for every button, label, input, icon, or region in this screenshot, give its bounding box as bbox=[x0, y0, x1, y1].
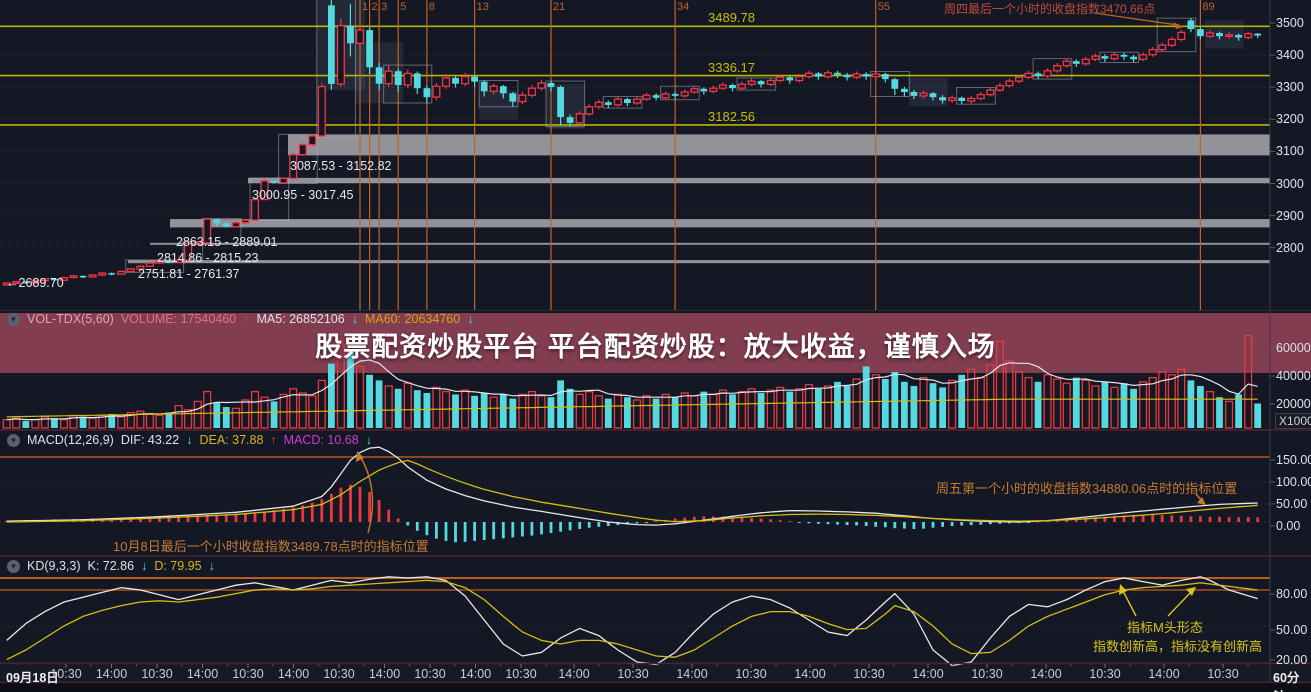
time-axis-date: 09月18日 bbox=[6, 671, 59, 685]
time-axis-label: 14:00 bbox=[368, 667, 401, 681]
price-axis-label: 3400 bbox=[1276, 48, 1304, 63]
ma60-down-arrow-icon: ↓ bbox=[467, 312, 474, 326]
time-axis-label: 10:30 bbox=[323, 667, 355, 681]
time-axis-label: 10:30 bbox=[141, 667, 173, 681]
volume-axis-label: 60000 bbox=[1276, 341, 1311, 355]
time-axis-label: 14:00 bbox=[558, 667, 590, 681]
macd-down-arrow-icon: ↓ bbox=[365, 433, 372, 447]
kd-pane-header: ▾ KD(9,3,3) K: 72.86 ↓ D: 79.95 ↓ bbox=[7, 559, 215, 573]
bottom-partial-toolbar bbox=[0, 683, 1311, 692]
price-axis-label: 2800 bbox=[1276, 240, 1304, 255]
price-level-label: 3182.56 bbox=[708, 108, 755, 124]
time-axis-label: 10:30 bbox=[617, 667, 649, 681]
fibonacci-count-label: 5 bbox=[400, 1, 407, 13]
dea-value: DEA: 37.88 bbox=[199, 433, 264, 447]
time-axis-label: 14:00 bbox=[95, 667, 128, 681]
time-axis-label: 14:00 bbox=[912, 667, 944, 681]
time-axis-label: 14:00 bbox=[186, 667, 219, 681]
fibonacci-count-label: 13 bbox=[476, 1, 489, 13]
price-axis-label: 3500 bbox=[1276, 16, 1304, 30]
macd-indicator-label: MACD(12,26,9) bbox=[27, 433, 114, 447]
time-axis-label: 14:00 bbox=[1030, 667, 1062, 681]
macd-axis-label: 50.00 bbox=[1276, 497, 1308, 511]
time-axis-label: 14:00 bbox=[277, 667, 310, 681]
time-axis-label: 14:00 bbox=[459, 667, 492, 681]
macd-pane-header: ▾ MACD(12,26,9) DIF: 43.22 ↓ DEA: 37.88 … bbox=[7, 433, 372, 447]
time-axis-label: 10:30 bbox=[1089, 667, 1121, 681]
time-axis-label: 10:30 bbox=[853, 667, 885, 681]
macd-axis-label: 0.00 bbox=[1276, 519, 1301, 533]
fibonacci-count-label: 8 bbox=[428, 1, 435, 13]
macd-value: MACD: 10.68 bbox=[283, 433, 359, 447]
fibonacci-count-label: 2 bbox=[371, 1, 378, 13]
annotation-m-top-divergence: 指数创新高，指标没有创新高 bbox=[1093, 639, 1263, 654]
ma60-value: MA60: 20634760 bbox=[364, 312, 461, 326]
price-axis-label: 3200 bbox=[1276, 112, 1304, 127]
range-band-label: 2751.81 - 2761.37 bbox=[138, 267, 240, 281]
time-axis-label: 10:30 bbox=[50, 667, 82, 681]
time-axis-label: 10:30 bbox=[505, 667, 537, 681]
macd-axis-label: 150.00 bbox=[1276, 453, 1311, 467]
k-value: K: 72.86 bbox=[87, 559, 135, 573]
volume-axis-label: 40000 bbox=[1276, 369, 1311, 383]
time-axis-label: 14:00 bbox=[794, 667, 826, 681]
dea-up-arrow-icon: ↑ bbox=[270, 433, 277, 447]
promo-banner-text: 股票配资炒股平台 平台配资炒股：放大收益，谨慎入场 bbox=[315, 332, 996, 362]
collapse-icon[interactable]: ▾ bbox=[7, 433, 20, 447]
volume-pane-header: ▾ VOL-TDX(5,60) VOLUME: 17540460 ↑ MA5: … bbox=[7, 312, 473, 326]
volume-up-arrow-icon: ↑ bbox=[243, 312, 250, 326]
volume-indicator-label: VOL-TDX(5,60) bbox=[27, 312, 114, 326]
time-axis-label: 10:30 bbox=[971, 667, 1003, 681]
annotation-friday-position: 周五第一个小时的收盘指数34880.06点时的指标位置 bbox=[936, 481, 1238, 496]
k-down-arrow-icon: ↓ bbox=[141, 559, 148, 573]
volume-axis-unit: X1000 bbox=[1275, 413, 1311, 429]
time-axis-label: 14:00 bbox=[1148, 667, 1180, 681]
macd-axis-label: 100.00 bbox=[1276, 475, 1311, 489]
fibonacci-count-label: 1 bbox=[362, 1, 369, 13]
fibonacci-count-label: 34 bbox=[677, 1, 690, 13]
fibonacci-count-label: 55 bbox=[877, 1, 890, 13]
range-band-label: 2863.15 - 2889.01 bbox=[176, 235, 278, 249]
d-down-arrow-icon: ↓ bbox=[208, 559, 215, 573]
collapse-icon[interactable]: ▾ bbox=[7, 559, 20, 573]
price-level-label: 3489.78 bbox=[708, 10, 755, 26]
annotation-m-top-shape: 指标M头形态 bbox=[1127, 620, 1203, 635]
dif-value: DIF: 43.22 bbox=[120, 433, 180, 447]
time-axis-label: 10:30 bbox=[1207, 667, 1239, 681]
price-axis-label: 2900 bbox=[1276, 208, 1304, 223]
time-axis-label: 10:30 bbox=[735, 667, 767, 681]
dif-down-arrow-icon: ↓ bbox=[186, 433, 193, 447]
range-band-label: 3087.53 - 3152.82 bbox=[290, 159, 392, 173]
annotation-oct8-position: 10月8日最后一个小时收盘指数3489.78点时的指标位置 bbox=[113, 539, 429, 554]
price-pane bbox=[0, 0, 1270, 310]
ma5-down-arrow-icon: ↓ bbox=[351, 312, 358, 326]
kd-indicator-label: KD(9,3,3) bbox=[27, 559, 81, 573]
fibonacci-count-label: 89 bbox=[1202, 1, 1215, 13]
kd-axis-label: 80.00 bbox=[1276, 587, 1308, 601]
price-axis-label: 3000 bbox=[1276, 176, 1304, 191]
range-band-label: 3000.95 - 3017.45 bbox=[252, 188, 354, 202]
fibonacci-count-label: 3 bbox=[381, 1, 388, 13]
d-value: D: 79.95 bbox=[154, 559, 202, 573]
annotation-thursday-close: 周四最后一个小时的收盘指数3470.66点 bbox=[944, 2, 1156, 16]
time-axis-label: 10:30 bbox=[414, 667, 446, 681]
time-axis-label: 10:30 bbox=[232, 667, 264, 681]
range-band-label: 2814.86 - 2815.23 bbox=[157, 251, 259, 265]
price-axis-label: 3300 bbox=[1276, 80, 1304, 95]
collapse-icon[interactable]: ▾ bbox=[7, 312, 20, 326]
kd-axis-label: 50.00 bbox=[1276, 623, 1308, 637]
fibonacci-count-label: 21 bbox=[553, 1, 566, 13]
time-axis-period[interactable]: 60分钟 bbox=[1273, 671, 1300, 692]
price-axis-label: 3100 bbox=[1276, 144, 1304, 159]
volume-value: VOLUME: 17540460 bbox=[120, 312, 237, 326]
ma5-value: MA5: 26852106 bbox=[256, 312, 345, 326]
time-axis-label: 14:00 bbox=[676, 667, 708, 681]
kd-axis-label: 20.00 bbox=[1276, 653, 1308, 667]
volume-axis-label: 20000 bbox=[1276, 397, 1311, 411]
left-price-arrow-label: ←2689.70 bbox=[6, 276, 64, 290]
price-level-label: 3336.17 bbox=[708, 59, 755, 75]
